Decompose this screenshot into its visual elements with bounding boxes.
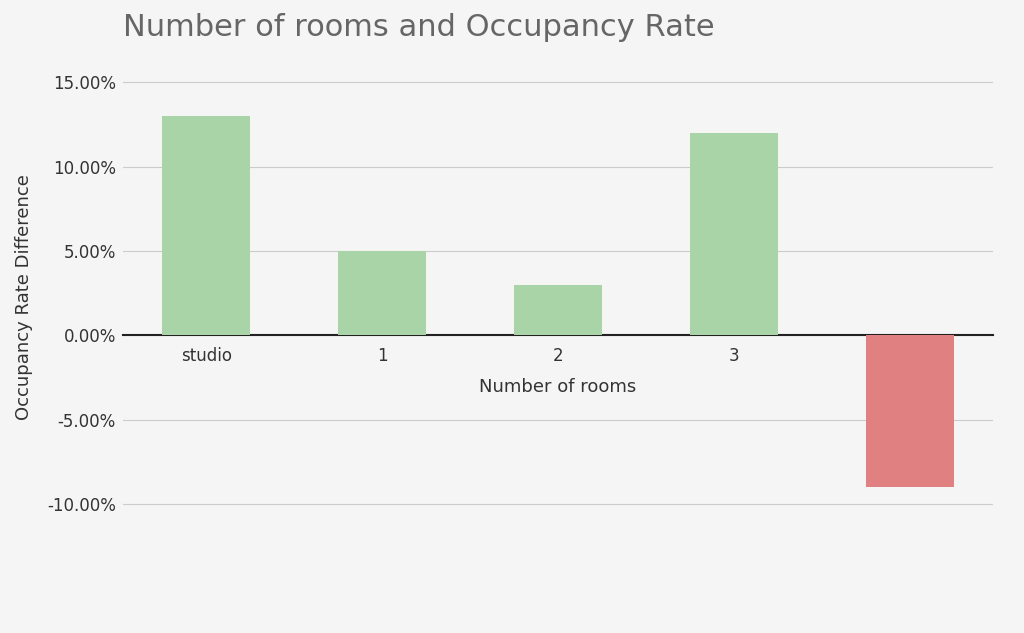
Text: Number of rooms and Occupancy Rate: Number of rooms and Occupancy Rate — [123, 13, 715, 42]
Bar — [514, 285, 602, 335]
X-axis label: Number of rooms: Number of rooms — [479, 379, 637, 396]
Bar — [866, 335, 953, 487]
Bar — [163, 116, 250, 335]
Bar — [338, 251, 426, 335]
Y-axis label: Occupancy Rate Difference: Occupancy Rate Difference — [15, 175, 33, 420]
Bar — [690, 133, 778, 335]
